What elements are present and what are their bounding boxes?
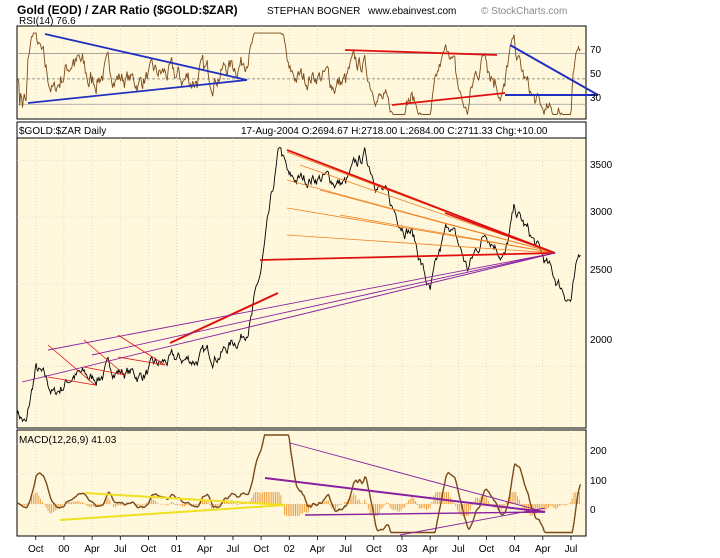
x-axis-label: 01 [171, 544, 183, 555]
price-tick-3000: 3000 [590, 207, 613, 218]
copyright-label: © StockCharts.com [481, 6, 567, 17]
rsi-trendline-blue [27, 79, 248, 104]
price-fan-line [319, 189, 556, 254]
rsi-tick-50: 50 [590, 69, 602, 80]
x-axis-label: Apr [535, 544, 551, 555]
macd-label: MACD(12,26,9) 41.03 [19, 435, 117, 446]
price-tick-3500: 3500 [590, 160, 613, 171]
x-axis-label: 04 [509, 544, 521, 555]
x-axis-label: Apr [84, 544, 100, 555]
price-trendline-red [169, 292, 279, 344]
x-axis-label: Jul [114, 544, 127, 555]
price-panel [16, 137, 587, 429]
x-axis-label: 02 [284, 544, 296, 555]
macd-trendline-purple [304, 511, 546, 516]
price-trendline-red [286, 149, 556, 254]
rsi-tick-70: 70 [590, 45, 602, 56]
price-label: $GOLD:$ZAR Daily [19, 126, 106, 137]
price-fan-line [339, 214, 556, 254]
price-layer [16, 146, 581, 423]
x-axis-label: Jul [339, 544, 352, 555]
rsi-trendline-blue [509, 44, 599, 96]
rsi-trendline-red [391, 92, 506, 106]
x-axis-label: Jul [227, 544, 240, 555]
x-axis-label: Jul [452, 544, 465, 555]
x-axis-label: Oct [366, 544, 382, 555]
x-axis-label: 00 [58, 544, 70, 555]
macd-trendline-purple [264, 477, 546, 513]
price-trendline-purple [21, 252, 556, 383]
price-trendline-purple [47, 252, 556, 351]
x-axis-label: Jul [565, 544, 578, 555]
macd-trendline-purple [399, 507, 546, 536]
price-tick-2000: 2000 [590, 335, 613, 346]
price-trendline-purple [91, 252, 556, 356]
x-axis-label: Oct [253, 544, 269, 555]
macd-layer [16, 434, 582, 534]
price-flag-line [117, 334, 166, 366]
price-series-line [16, 146, 581, 423]
x-axis-label: Oct [141, 544, 157, 555]
price-flag-line [47, 376, 96, 386]
rsi-layer [17, 32, 581, 116]
rsi-trendline-red [344, 49, 498, 56]
price-label-band [16, 121, 587, 139]
price-flag-line [83, 339, 126, 376]
macd-trendline-purple [289, 442, 546, 513]
macd-trendline-yellow [84, 492, 286, 506]
x-axis-label: Oct [479, 544, 495, 555]
price-flag-line [117, 356, 166, 366]
price-flag-line [47, 344, 96, 386]
author-label: STEPHAN BOGNER [267, 6, 360, 17]
price-trendline-red [444, 212, 556, 254]
rsi-label: RSI(14) 76.6 [19, 16, 76, 27]
trendlines-layer [21, 33, 599, 536]
price-flag-line [83, 366, 126, 376]
x-axis-labels: Oct 00 Apr Jul Oct 01 Apr Jul Oct 02 Apr Jul Oct 03 Ap… [28, 536, 577, 555]
price-trendline-red [259, 252, 556, 261]
rsi-trendline-blue [44, 33, 248, 81]
ohlc-readout: 17-Aug-2004 O:2694.67 H:2718.00 L:2684.0… [241, 126, 548, 137]
macd-tick-100: 100 [590, 476, 607, 487]
price-fan-line [286, 234, 556, 254]
x-axis-label: Oct [28, 544, 44, 555]
rsi-series-line [17, 32, 581, 116]
macd-trendline-yellow [59, 504, 286, 521]
rsi-tick-30: 30 [590, 93, 602, 104]
macd-tick-0: 0 [590, 505, 596, 516]
x-axis-label: Apr [422, 544, 438, 555]
price-tick-2500: 2500 [590, 265, 613, 276]
x-axis-label: 03 [396, 544, 408, 555]
x-axis-label: Apr [197, 544, 213, 555]
x-axis-label: Apr [310, 544, 326, 555]
macd-tick-200: 200 [590, 446, 607, 457]
website-label: www.ebainvest.com [367, 6, 456, 17]
chart-title: Gold (EOD) / ZAR Ratio ($GOLD:$ZAR) [17, 3, 238, 17]
